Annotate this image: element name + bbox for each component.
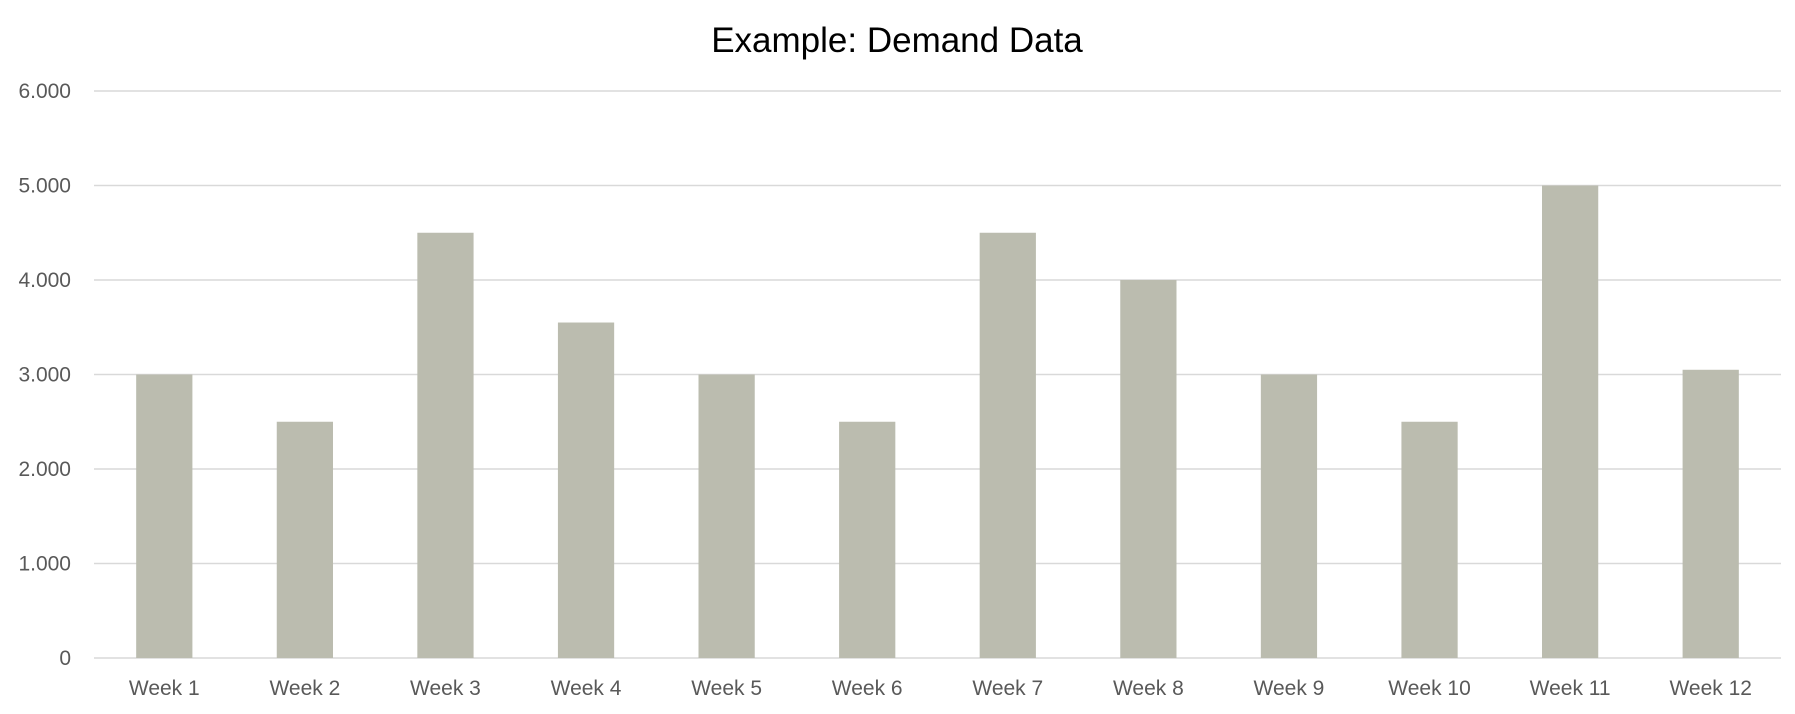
bar	[979, 232, 1036, 658]
x-axis-tick-labels: Week 1 Week 2 Week 3 Week 4 Week 5 Week 6 Week…	[129, 677, 1752, 700]
bar	[417, 232, 474, 658]
x-tick-label: Week 9	[1254, 677, 1325, 700]
y-tick-label: 4.000	[18, 269, 71, 292]
x-tick-label: Week 12	[1669, 677, 1752, 700]
bar	[1260, 374, 1318, 658]
x-tick-label: Week 6	[832, 677, 903, 700]
x-tick-label: Week 4	[551, 677, 622, 700]
y-axis-tick-labels: 0 1.000 2.000 3.000 4.000 5.000 6.000	[18, 80, 71, 670]
bar	[276, 421, 333, 658]
bar	[1682, 369, 1739, 658]
bar	[1542, 185, 1599, 658]
y-tick-label: 0	[59, 647, 71, 670]
bar	[136, 374, 193, 658]
bar	[1401, 421, 1458, 658]
chart-title: Example: Demand Data	[711, 21, 1083, 60]
bar	[557, 322, 615, 658]
bars	[136, 185, 1739, 658]
gridlines	[94, 90, 1781, 659]
x-tick-label: Week 7	[972, 677, 1043, 700]
x-tick-label: Week 2	[269, 677, 340, 700]
x-tick-label: Week 3	[410, 677, 481, 700]
y-tick-label: 2.000	[18, 458, 71, 481]
bar	[698, 374, 755, 658]
x-tick-label: Week 5	[691, 677, 762, 700]
x-tick-label: Week 8	[1113, 677, 1184, 700]
bar	[839, 421, 896, 658]
y-tick-label: 1.000	[18, 553, 71, 576]
x-tick-label: Week 1	[129, 677, 200, 700]
y-tick-label: 3.000	[18, 364, 71, 387]
bar	[1120, 280, 1177, 658]
x-tick-label: Week 10	[1388, 677, 1471, 700]
y-tick-label: 6.000	[18, 80, 71, 103]
y-tick-label: 5.000	[18, 175, 71, 198]
x-tick-label: Week 11	[1530, 677, 1611, 700]
